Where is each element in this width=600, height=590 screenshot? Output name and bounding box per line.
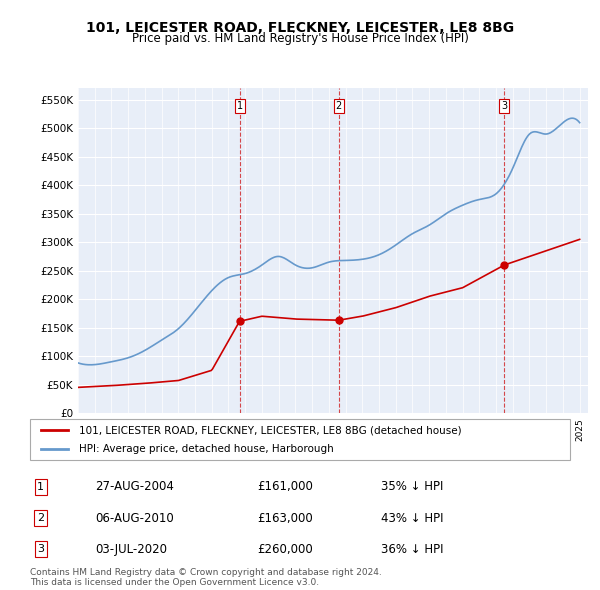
Text: 43% ↓ HPI: 43% ↓ HPI (381, 512, 443, 525)
Text: £260,000: £260,000 (257, 543, 313, 556)
Text: Price paid vs. HM Land Registry's House Price Index (HPI): Price paid vs. HM Land Registry's House … (131, 32, 469, 45)
Text: 36% ↓ HPI: 36% ↓ HPI (381, 543, 443, 556)
Text: £163,000: £163,000 (257, 512, 313, 525)
Text: 101, LEICESTER ROAD, FLECKNEY, LEICESTER, LE8 8BG: 101, LEICESTER ROAD, FLECKNEY, LEICESTER… (86, 21, 514, 35)
Text: 1: 1 (236, 100, 242, 110)
FancyBboxPatch shape (30, 419, 570, 460)
Text: HPI: Average price, detached house, Harborough: HPI: Average price, detached house, Harb… (79, 444, 334, 454)
Text: 1: 1 (37, 482, 44, 492)
Text: 27-AUG-2004: 27-AUG-2004 (95, 480, 173, 493)
Text: £161,000: £161,000 (257, 480, 313, 493)
Text: 03-JUL-2020: 03-JUL-2020 (95, 543, 167, 556)
Text: 3: 3 (502, 100, 508, 110)
Text: 3: 3 (37, 544, 44, 554)
Text: 06-AUG-2010: 06-AUG-2010 (95, 512, 173, 525)
Text: 35% ↓ HPI: 35% ↓ HPI (381, 480, 443, 493)
Text: 2: 2 (37, 513, 44, 523)
Text: 101, LEICESTER ROAD, FLECKNEY, LEICESTER, LE8 8BG (detached house): 101, LEICESTER ROAD, FLECKNEY, LEICESTER… (79, 425, 461, 435)
Text: 2: 2 (336, 100, 342, 110)
Text: Contains HM Land Registry data © Crown copyright and database right 2024.
This d: Contains HM Land Registry data © Crown c… (30, 568, 382, 587)
